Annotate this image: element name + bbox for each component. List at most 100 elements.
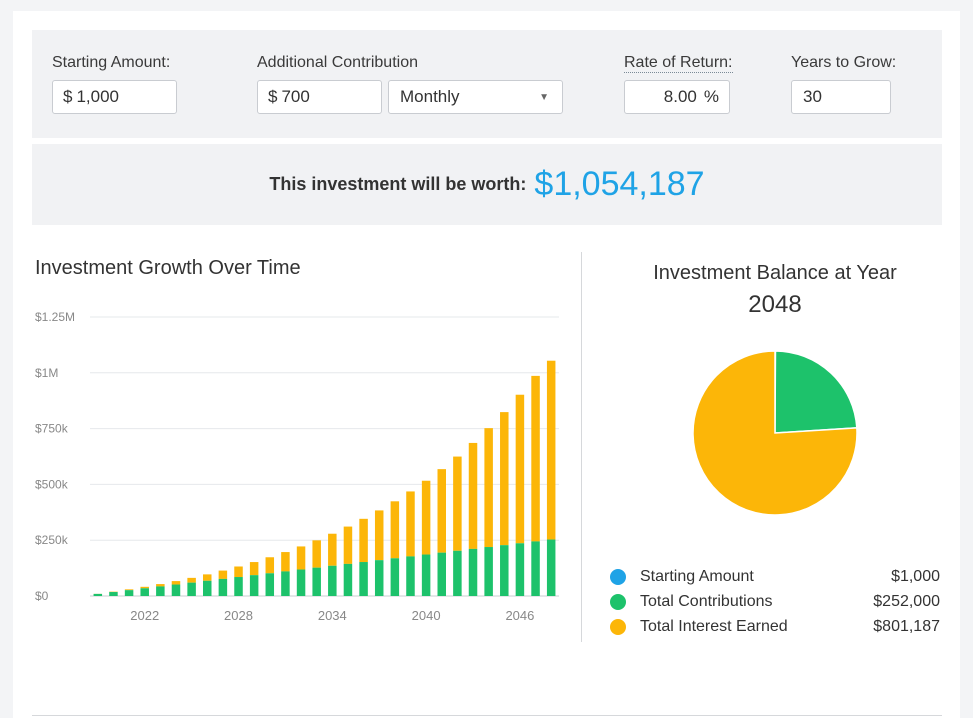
bar-contributions <box>281 571 290 596</box>
x-tick-label: 2034 <box>318 608 347 623</box>
rate-of-return-label[interactable]: Rate of Return: <box>624 54 733 73</box>
legend-dot <box>610 618 626 635</box>
bar-interest <box>156 584 165 587</box>
pie-title-line1: Investment Balance at Year <box>653 262 897 284</box>
bar-interest <box>281 552 290 572</box>
bar-interest <box>203 574 212 581</box>
bar-interest <box>265 557 275 574</box>
bar-contributions <box>515 543 525 596</box>
frequency-value: Monthly <box>400 87 460 106</box>
legend-dot <box>610 568 626 585</box>
y-tick-label: $500k <box>35 477 69 491</box>
bar-contributions <box>296 569 306 596</box>
additional-contribution-value: 700 <box>281 87 310 106</box>
bar-interest <box>187 577 196 583</box>
bar-contributions <box>109 592 118 596</box>
legend-label: Starting Amount <box>640 567 754 585</box>
pie-legend: Starting Amount $1,000 Total Contributio… <box>610 564 940 639</box>
legend-item: Starting Amount $1,000 <box>610 564 940 589</box>
pie-title-line2: 2048 <box>748 291 802 318</box>
chart-divider <box>581 252 582 642</box>
growth-chart-title: Investment Growth Over Time <box>35 257 301 279</box>
chevron-down-icon: ▼ <box>539 92 549 103</box>
bar-contributions <box>312 567 321 596</box>
starting-amount-value: 1,000 <box>76 87 120 106</box>
bar-interest <box>500 412 509 546</box>
bar-contributions <box>249 575 259 596</box>
x-tick-label: 2040 <box>412 608 441 623</box>
bar-contributions <box>406 556 415 596</box>
bar-contributions <box>484 547 493 596</box>
bar-interest <box>328 533 337 566</box>
bar-interest <box>437 469 446 553</box>
legend-item: Total Interest Earned $801,187 <box>610 614 940 639</box>
bar-interest <box>374 510 384 561</box>
calculator-card: Starting Amount: $ 1,000 Additional Cont… <box>13 11 960 718</box>
frequency-select[interactable]: Monthly ▼ <box>388 80 563 114</box>
years-to-grow-label: Years to Grow: <box>791 54 897 71</box>
balance-pie-chart <box>692 350 858 516</box>
bar-interest <box>312 540 321 568</box>
bar-contributions <box>546 539 556 596</box>
bar-interest <box>421 480 431 555</box>
bar-contributions <box>171 584 181 596</box>
bar-contributions <box>390 558 400 596</box>
bar-contributions <box>187 582 196 596</box>
bar-interest <box>249 562 259 576</box>
bottom-divider <box>32 715 942 716</box>
y-tick-label: $1.25M <box>35 310 75 324</box>
bar-interest <box>343 526 353 564</box>
legend-dot <box>610 593 626 610</box>
bar-interest <box>515 394 525 544</box>
starting-amount-input[interactable]: $ 1,000 <box>52 80 177 114</box>
y-tick-label: $1M <box>35 366 58 380</box>
rate-of-return-input[interactable]: 8.00 % <box>624 80 730 114</box>
bar-contributions <box>500 545 509 596</box>
bar-interest <box>546 360 556 540</box>
bar-contributions <box>124 590 134 596</box>
bar-contributions <box>265 573 275 596</box>
bar-contributions <box>140 588 149 596</box>
legend-label: Total Interest Earned <box>640 617 788 635</box>
result-label: This investment will be worth: <box>269 174 527 194</box>
bar-interest <box>359 518 368 563</box>
bar-contributions <box>343 563 353 596</box>
bar-interest <box>531 375 540 542</box>
bar-interest <box>124 589 134 591</box>
legend-value: $801,187 <box>873 617 940 635</box>
result-banner: This investment will be worth: $1,054,18… <box>32 144 942 225</box>
x-tick-label: 2046 <box>505 608 534 623</box>
bar-interest <box>453 456 462 551</box>
bar-contributions <box>374 560 384 596</box>
rate-of-return-value: 8.00 <box>663 87 697 106</box>
legend-value: $1,000 <box>891 567 940 585</box>
x-tick-label: 2022 <box>130 608 159 623</box>
y-tick-label: $250k <box>35 533 69 547</box>
starting-amount-prefix: $ <box>63 87 73 106</box>
additional-contribution-label: Additional Contribution <box>257 54 418 71</box>
pie-chart-title: Investment Balance at Year 2048 <box>613 257 937 321</box>
bar-contributions <box>359 562 368 596</box>
years-to-grow-input[interactable]: 30 <box>791 80 891 114</box>
bar-interest <box>171 581 181 585</box>
bar-contributions <box>531 541 540 596</box>
bar-contributions <box>234 577 243 596</box>
additional-contribution-input[interactable]: $ 700 <box>257 80 382 114</box>
bar-contributions <box>203 580 212 596</box>
x-tick-label: 2028 <box>224 608 253 623</box>
pie-slice <box>774 350 858 434</box>
years-to-grow-value: 30 <box>803 87 822 106</box>
bar-contributions <box>93 593 103 596</box>
bar-interest <box>406 491 415 557</box>
bar-interest <box>390 501 400 559</box>
legend-value: $252,000 <box>873 592 940 610</box>
inputs-panel: Starting Amount: $ 1,000 Additional Cont… <box>32 30 942 138</box>
bar-contributions <box>453 550 462 596</box>
bar-interest <box>140 586 149 589</box>
legend-label: Total Contributions <box>640 592 773 610</box>
additional-contribution-prefix: $ <box>268 87 278 106</box>
bar-interest <box>218 570 228 579</box>
y-tick-label: $0 <box>35 589 49 603</box>
pie-slice <box>692 350 858 516</box>
bar-interest <box>234 566 243 578</box>
